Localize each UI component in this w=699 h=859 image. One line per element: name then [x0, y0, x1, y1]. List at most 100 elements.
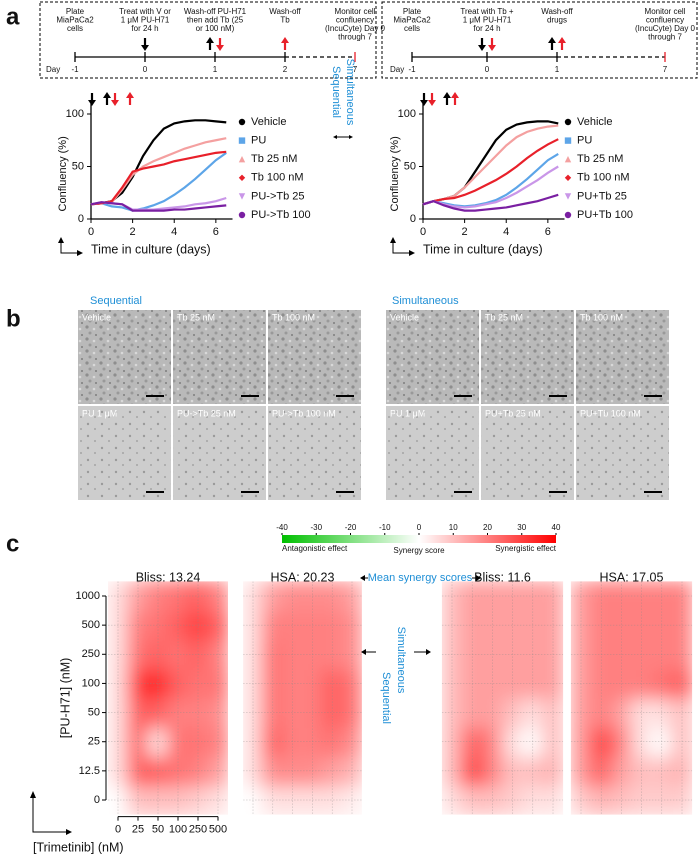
y-tick-label: 50	[72, 160, 84, 172]
heat-cell	[187, 784, 209, 815]
series-line	[90, 150, 227, 206]
arrow-head	[548, 37, 556, 43]
arrow-head	[451, 92, 459, 98]
x-tick-label: 250	[189, 823, 207, 835]
x-tick-label: 50	[152, 823, 164, 835]
x-tick-label: 0	[115, 823, 121, 835]
heat-cell	[441, 726, 464, 758]
heatmap	[108, 581, 228, 815]
y-tick-label: 1000	[76, 590, 100, 602]
y-axis-label: Confluency (%)	[57, 136, 69, 211]
event-text: for 24 h	[131, 24, 158, 33]
arrow-head	[349, 135, 353, 139]
y-tick-label: 50	[404, 160, 416, 172]
heat-cell	[570, 638, 593, 670]
arrow-head	[558, 37, 566, 43]
arrow-head	[88, 100, 96, 106]
arrow-head	[488, 45, 496, 51]
x-axis-label: [Trimetinib] (nM)	[33, 840, 124, 854]
micrograph	[268, 310, 361, 404]
heatmap-cells	[108, 581, 228, 815]
arrow-head	[428, 100, 436, 106]
heat-cell	[207, 784, 228, 815]
y-tick-label: 100	[82, 677, 100, 689]
heat-cell	[243, 581, 264, 612]
series-line	[90, 151, 227, 212]
arrow-head	[478, 45, 486, 51]
heat-cell	[321, 609, 344, 641]
event-text: Monitor cell	[645, 7, 686, 16]
colorbar-tick-label: 20	[483, 523, 492, 532]
heat-cell	[630, 697, 653, 729]
heatmap-title: HSA: 17.05	[600, 570, 664, 584]
heat-cell	[670, 726, 693, 758]
group-title: Sequential	[90, 295, 142, 307]
tile-label: PU->Tb 100 nM	[272, 408, 336, 418]
heat-cell	[670, 697, 693, 729]
event-text: Plate	[66, 7, 85, 16]
heat-cell	[341, 581, 362, 612]
heat-cell	[670, 755, 693, 787]
arrow-head	[103, 92, 111, 98]
axis-arrow-head	[66, 829, 72, 835]
event-text: cells	[404, 24, 420, 33]
heat-cell	[670, 638, 693, 670]
legend-marker	[564, 174, 572, 181]
panel-label: b	[6, 305, 21, 332]
legend-marker	[238, 137, 246, 144]
arrow-head	[111, 100, 119, 106]
event-text: MiaPaCa2	[393, 16, 431, 25]
micrograph	[576, 310, 669, 404]
micrograph	[386, 406, 479, 500]
heat-cell	[441, 755, 464, 787]
micrograph	[386, 310, 479, 404]
heat-cell	[541, 581, 564, 612]
heat-cell	[261, 784, 284, 815]
tile-label: Vehicle	[82, 312, 111, 322]
heat-cell	[670, 667, 693, 699]
event-text: drugs	[547, 16, 567, 25]
micrograph	[576, 406, 669, 500]
heat-cell	[650, 784, 673, 815]
annotation: Simultaneous	[344, 59, 356, 126]
legend-label: Tb 25 nM	[577, 153, 623, 165]
axis-arrow-head	[30, 791, 36, 798]
heat-cell	[167, 784, 189, 815]
heat-cell	[261, 697, 284, 729]
colorbar-right: Synergistic effect	[495, 544, 557, 553]
micrograph	[268, 406, 361, 500]
micrograph	[481, 310, 574, 404]
tile-label: Tb 100 nM	[272, 312, 315, 322]
heat-cell	[501, 784, 524, 815]
legend-marker	[564, 211, 572, 219]
event-text: confluency	[646, 16, 684, 25]
legend-label: Tb 25 nM	[251, 153, 297, 165]
arrow-head	[333, 135, 337, 139]
heatmap-cells	[243, 581, 362, 815]
legend-label: Tb 100 nM	[577, 172, 630, 184]
group-title: Simultaneous	[392, 295, 459, 307]
event-text: through 7	[338, 33, 372, 42]
legend-label: PU+Tb 100	[577, 209, 633, 221]
event-text: through 7	[648, 33, 682, 42]
heat-cell	[570, 726, 593, 758]
y-tick-label: 12.5	[79, 765, 100, 777]
x-tick-label: 0	[88, 226, 94, 238]
heat-cell	[321, 697, 344, 729]
series-line	[422, 193, 559, 212]
arrow-head	[361, 649, 366, 655]
tile-label: Tb 25 nM	[177, 312, 215, 322]
legend-label: PU->Tb 100	[251, 209, 311, 221]
legend-label: Tb 100 nM	[251, 172, 304, 184]
x-tick-label: 25	[132, 823, 144, 835]
annotation: Sequential	[380, 672, 392, 724]
arrow-head	[206, 37, 214, 43]
event-text: (IncuCyte) Day 0	[325, 24, 386, 33]
annotation: Mean synergy scores	[368, 572, 473, 584]
legend-marker	[238, 174, 246, 181]
y-tick-label: 0	[94, 794, 100, 806]
heat-cell	[570, 609, 593, 641]
legend-marker	[238, 193, 246, 200]
arrow-head	[126, 92, 134, 98]
heat-cell	[341, 784, 362, 815]
